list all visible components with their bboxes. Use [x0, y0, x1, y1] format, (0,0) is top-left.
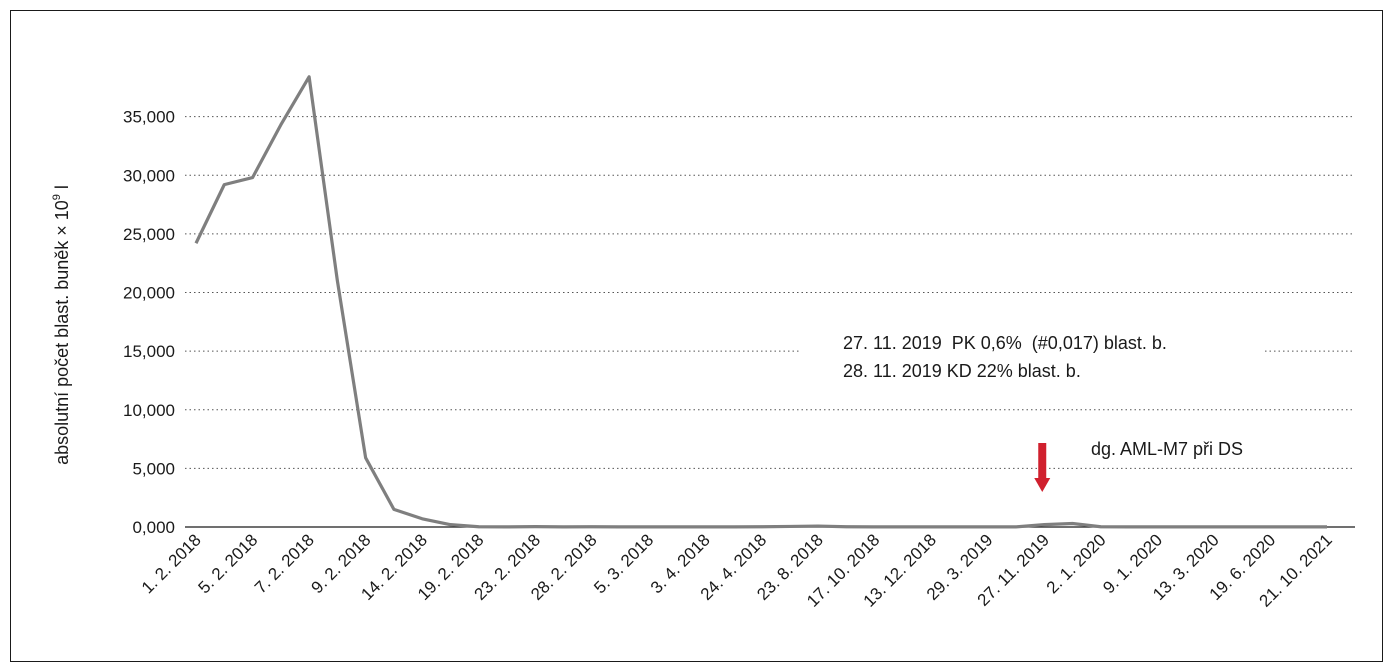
- x-tick-label: 2. 1. 2020: [1043, 530, 1110, 597]
- y-tick-label: 15,000: [123, 342, 175, 361]
- y-tick-label: 25,000: [123, 225, 175, 244]
- series-group: [194, 75, 1327, 529]
- y-tick-labels: 0,000 5,000 10,000 15,000 20,000 25,000 30,000…: [123, 108, 175, 537]
- y-axis-label-main: absolutní počet blast. buněk × 10: [52, 200, 72, 465]
- y-axis-label: absolutní počet blast. buněk × 109 l: [51, 185, 72, 465]
- grid-lines: [185, 116, 1355, 469]
- x-tick-label: 7. 2. 2018: [251, 530, 318, 597]
- y-tick-label: 20,000: [123, 284, 175, 303]
- arrow-head: [1034, 478, 1051, 492]
- x-tick-label: 5. 3. 2018: [590, 530, 657, 597]
- annotation-background: [800, 328, 1262, 390]
- annotation-pk: 27. 11. 2019 PK 0,6% (#0,017) blast. b.: [843, 333, 1167, 353]
- annotation-diagnosis: dg. AML-M7 při DS: [1091, 439, 1243, 459]
- x-tick-label: 5. 2. 2018: [194, 530, 261, 597]
- y-tick-label: 0,000: [132, 518, 175, 537]
- y-axis-label-superscript: 9: [51, 194, 63, 200]
- x-tick-label: 1. 2. 2018: [138, 530, 205, 597]
- y-axis-label-suffix: l: [52, 185, 72, 194]
- series-line: [194, 75, 1327, 529]
- arrow-shaft: [1038, 443, 1047, 479]
- diagnosis-arrow-icon: [1034, 443, 1051, 492]
- y-tick-label: 30,000: [123, 166, 175, 185]
- y-tick-label: 5,000: [132, 459, 175, 478]
- y-tick-label: 10,000: [123, 401, 175, 420]
- y-tick-label: 35,000: [123, 108, 175, 127]
- annotation-kd: 28. 11. 2019 KD 22% blast. b.: [843, 361, 1081, 381]
